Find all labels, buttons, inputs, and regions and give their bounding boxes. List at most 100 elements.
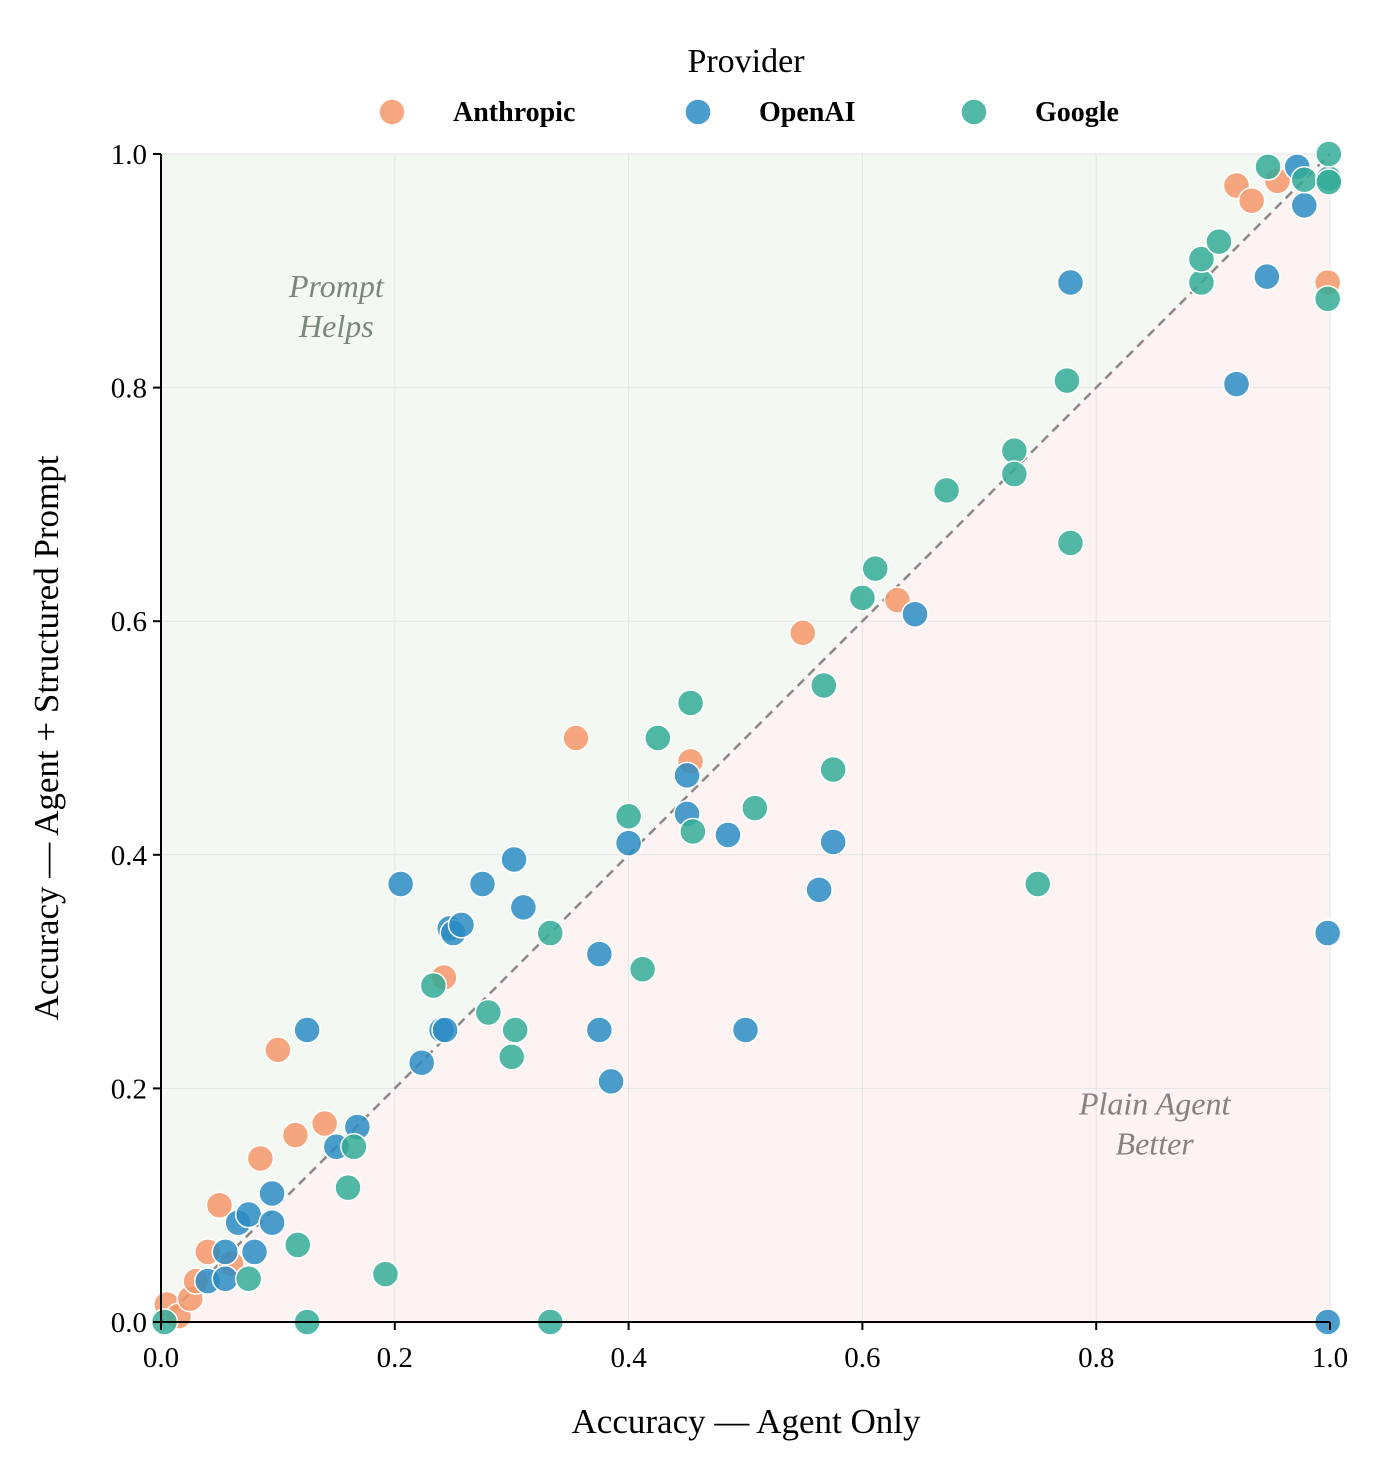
- data-point: [246, 1144, 275, 1173]
- x-tick-label: 1.0: [1312, 1342, 1348, 1374]
- data-point: [536, 919, 565, 947]
- data-point: [673, 761, 701, 790]
- data-point: [1313, 919, 1342, 947]
- data-point: [501, 1016, 529, 1044]
- data-point: [597, 1067, 625, 1096]
- data-point: [211, 1238, 240, 1266]
- data-point: [293, 1016, 321, 1044]
- legend-marker: [378, 98, 406, 126]
- annotation-text: Prompt: [288, 268, 385, 304]
- data-point: [1237, 186, 1266, 215]
- legend-label: OpenAI: [759, 97, 855, 128]
- tick-labels: 0.0 0.2 0.4 0.6 0.8 1.0 0.0 0.2 0.4 0.6 0.8 1.0: [111, 139, 1348, 1374]
- legend-items: Anthropic OpenAI Google: [378, 97, 1119, 128]
- data-point: [1222, 370, 1251, 398]
- data-point: [1000, 460, 1029, 488]
- data-point: [234, 1200, 263, 1229]
- data-point: [628, 955, 657, 984]
- data-point: [1315, 140, 1343, 168]
- y-tick-label: 0.0: [111, 1307, 147, 1339]
- data-point: [468, 870, 497, 898]
- data-point: [447, 911, 476, 939]
- data-point: [1315, 168, 1343, 196]
- legend-item-anthropic: Anthropic: [378, 97, 575, 128]
- legend-item-google: Google: [960, 97, 1119, 128]
- data-point: [562, 724, 590, 752]
- data-point: [386, 870, 415, 898]
- data-point: [258, 1208, 286, 1237]
- data-point: [431, 1016, 459, 1044]
- data-point: [789, 619, 817, 647]
- data-point: [614, 802, 643, 831]
- series-google: [150, 140, 1343, 1336]
- annotations: Prompt Helps Plain Agent Better: [288, 268, 1232, 1162]
- data-point: [419, 971, 448, 1000]
- data-point: [340, 1133, 368, 1161]
- legend-marker: [684, 98, 712, 126]
- data-point: [585, 940, 614, 968]
- y-axis-title: Accuracy — Agent + Structured Prompt: [27, 455, 66, 1020]
- data-point: [1187, 245, 1216, 273]
- legend-label: Google: [1035, 97, 1119, 128]
- data-point: [676, 689, 705, 717]
- y-tick-label: 0.2: [111, 1073, 147, 1105]
- data-point: [281, 1121, 310, 1149]
- data-point: [714, 821, 742, 849]
- data-point: [205, 1191, 234, 1219]
- x-tick-label: 0.0: [143, 1342, 179, 1374]
- data-point: [1205, 227, 1233, 256]
- data-point: [1290, 191, 1319, 220]
- data-point: [1254, 153, 1282, 181]
- data-point: [474, 998, 503, 1027]
- annotation-text: Better: [1116, 1125, 1195, 1161]
- data-point: [614, 829, 643, 857]
- annotation-text: Helps: [298, 308, 374, 344]
- y-tick-label: 0.6: [111, 606, 147, 638]
- x-axis-title: Accuracy — Agent Only: [572, 1402, 921, 1441]
- legend-item-openai: OpenAI: [684, 97, 855, 128]
- x-tick-label: 0.6: [844, 1342, 880, 1374]
- data-point: [644, 724, 672, 752]
- x-tick-label: 0.2: [377, 1342, 413, 1374]
- data-point: [741, 794, 769, 822]
- data-point: [1053, 366, 1081, 395]
- legend: Provider Anthropic OpenAI Google: [378, 43, 1119, 128]
- data-point: [371, 1260, 400, 1288]
- data-point: [848, 584, 877, 612]
- data-point: [585, 1016, 614, 1044]
- data-point: [509, 893, 538, 922]
- data-point: [284, 1231, 312, 1259]
- legend-label: Anthropic: [453, 97, 575, 128]
- data-point: [1187, 268, 1216, 297]
- data-point: [497, 1043, 526, 1071]
- gridlines: [160, 153, 1331, 1323]
- annotation-text: Plain Agent: [1078, 1085, 1232, 1121]
- data-point: [264, 1036, 292, 1064]
- data-point: [901, 600, 929, 628]
- data-points: [150, 140, 1343, 1336]
- data-point: [819, 755, 847, 784]
- data-point: [731, 1016, 760, 1044]
- data-point: [1290, 165, 1319, 194]
- data-point: [679, 817, 707, 846]
- data-point: [334, 1173, 362, 1202]
- legend-marker: [960, 98, 988, 126]
- data-point: [1056, 268, 1085, 297]
- y-tick-label: 0.8: [111, 373, 147, 405]
- x-tick-label: 0.8: [1078, 1342, 1114, 1374]
- data-point: [258, 1179, 286, 1208]
- legend-title: Provider: [687, 43, 805, 80]
- data-point: [500, 845, 528, 874]
- data-point: [1000, 436, 1029, 465]
- data-point: [407, 1048, 436, 1077]
- data-point: [1313, 285, 1342, 313]
- y-tick-label: 1.0: [111, 139, 147, 171]
- data-point: [1024, 870, 1052, 898]
- data-point: [861, 554, 890, 583]
- data-point: [211, 1265, 240, 1293]
- axes: [160, 154, 1330, 1323]
- data-point: [240, 1238, 269, 1266]
- data-point: [310, 1109, 339, 1138]
- data-point: [234, 1265, 263, 1293]
